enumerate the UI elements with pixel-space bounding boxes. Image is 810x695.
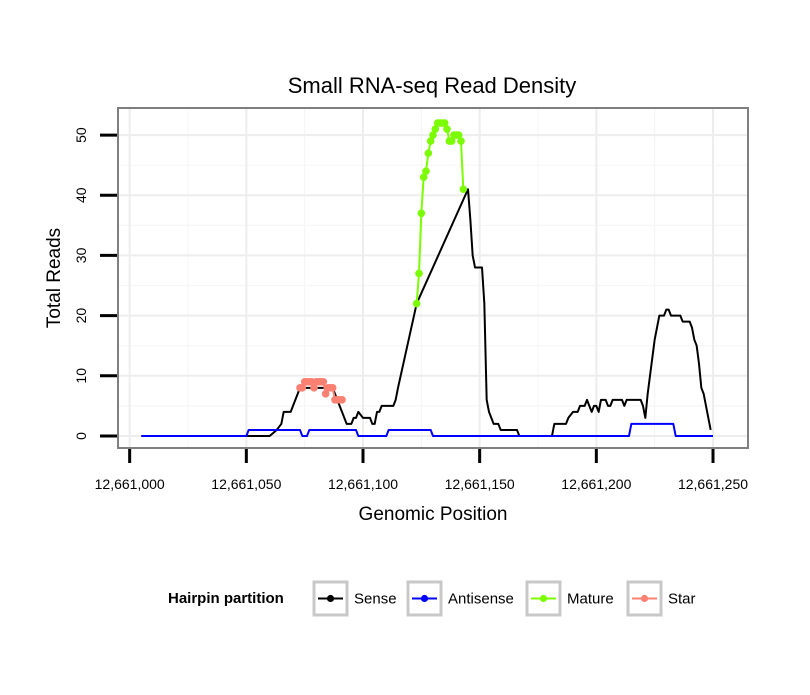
point-star (328, 384, 337, 392)
point-star (298, 384, 307, 392)
x-tick-label: 12,661,000 (95, 476, 165, 492)
point-mature (459, 185, 468, 194)
series-layer (141, 119, 713, 437)
chart-title: Small RNA-seq Read Density (288, 73, 577, 98)
x-axis: 12,661,000 12,661,050 12,661,100 12,661,150… (95, 449, 748, 492)
point-mature (415, 269, 423, 278)
legend-label-sense: Sense (354, 591, 397, 608)
legend-dot-star (640, 594, 649, 603)
point-mature (454, 131, 463, 139)
point-mature (426, 137, 435, 145)
point-mature (419, 173, 428, 182)
y-tick-label: 20 (73, 308, 89, 324)
point-star (319, 378, 328, 386)
legend-dot-mature (539, 594, 548, 603)
x-tick-label: 12,661,100 (328, 476, 398, 492)
point-mature (422, 167, 430, 175)
point-mature (443, 125, 451, 133)
y-axis-label: Total Reads (44, 228, 65, 328)
legend-dot-antisense (420, 594, 429, 603)
y-tick-label: 30 (73, 247, 89, 263)
point-star (310, 384, 318, 392)
y-tick-label: 40 (73, 187, 89, 203)
point-mature (412, 299, 421, 308)
point-mature (447, 137, 456, 145)
x-axis-label: Genomic Position (359, 504, 508, 525)
point-mature (417, 209, 426, 218)
legend-title: Hairpin partition (168, 590, 284, 607)
legend-label-antisense: Antisense (448, 591, 514, 608)
legend-dot-sense (326, 594, 335, 603)
point-star (338, 396, 346, 404)
y-axis: 0 10 20 30 40 50 (73, 127, 117, 440)
series-line-sense (141, 188, 712, 437)
point-star (321, 390, 330, 398)
series-line-antisense (141, 422, 713, 437)
y-tick-label: 10 (73, 368, 89, 384)
legend-label-mature: Mature (567, 591, 614, 608)
plot-panel (117, 107, 749, 449)
legend: Hairpin partition Sense Antisense Mature St… (168, 580, 696, 617)
plot-border (117, 107, 749, 449)
point-mature (424, 149, 433, 157)
point-mature (440, 119, 449, 127)
x-tick-label: 12,661,200 (561, 476, 631, 492)
point-mature (429, 131, 437, 139)
y-tick-label: 50 (73, 127, 89, 143)
x-tick-label: 12,661,250 (678, 476, 748, 492)
y-tick-label: 0 (73, 432, 89, 440)
x-tick-label: 12,661,050 (211, 476, 281, 492)
legend-label-star: Star (668, 591, 696, 608)
point-mature (457, 137, 465, 145)
point-mature (431, 125, 440, 133)
x-tick-label: 12,661,150 (445, 476, 515, 492)
